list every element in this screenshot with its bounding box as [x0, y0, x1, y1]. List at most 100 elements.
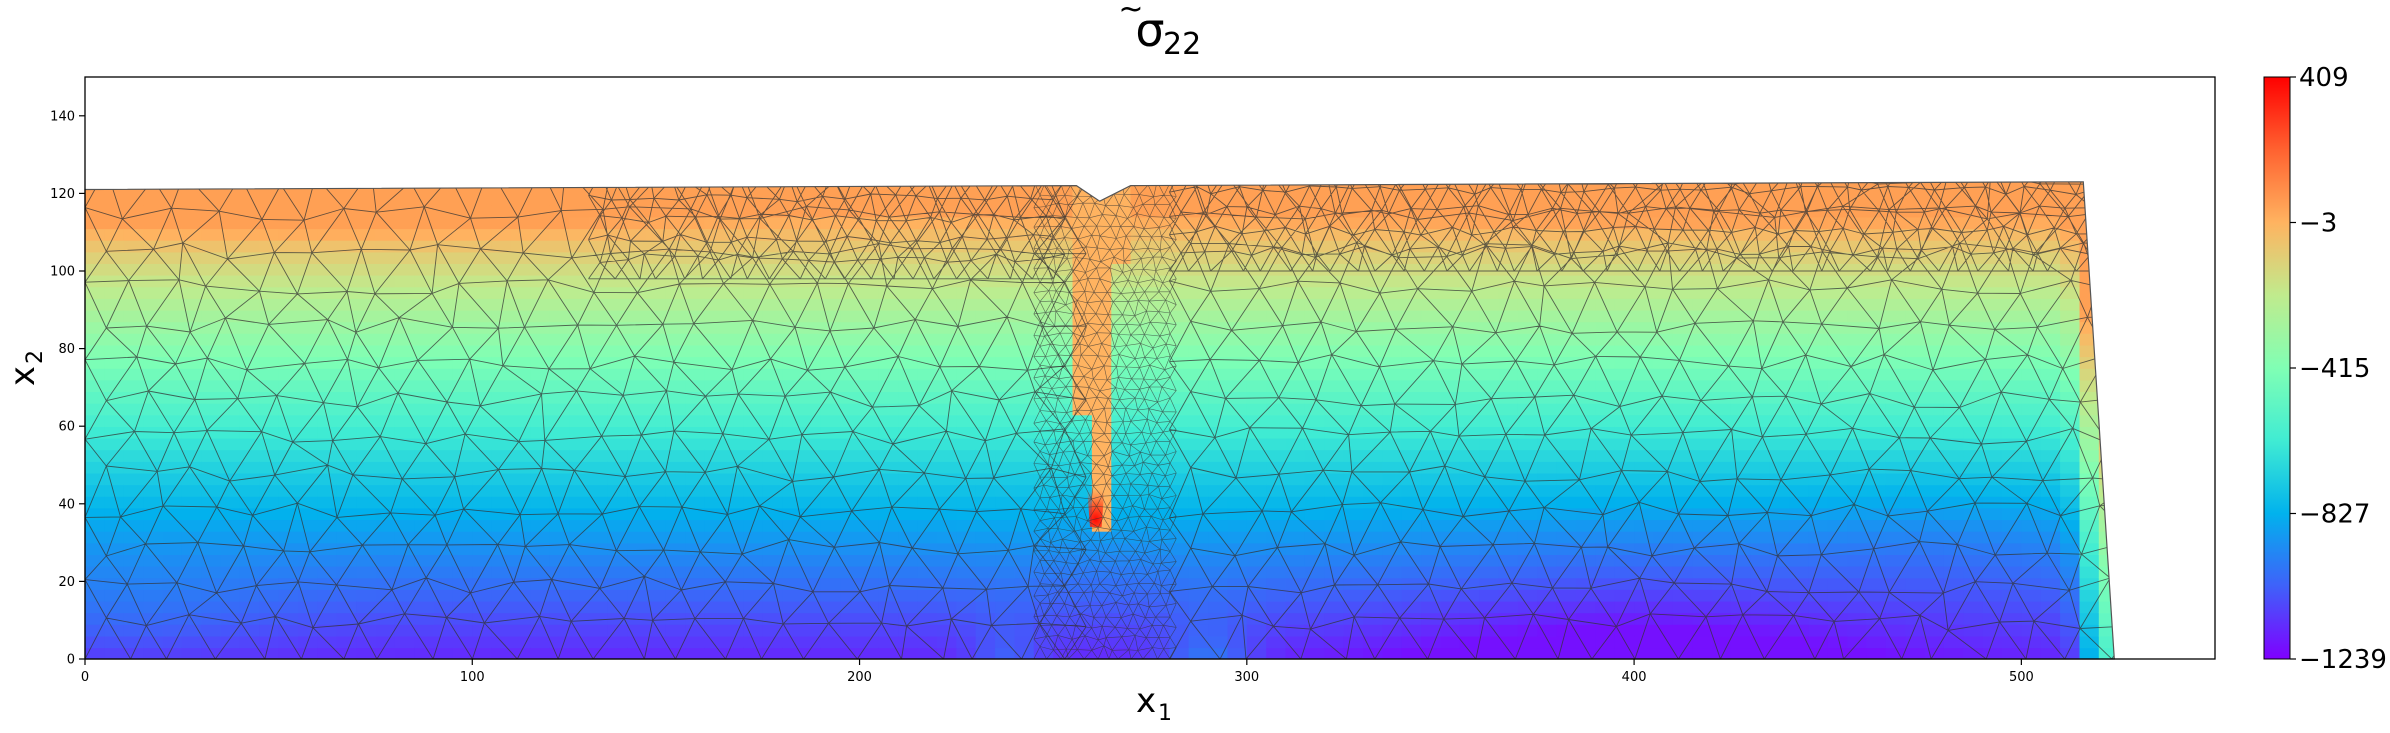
field-cell	[2098, 402, 2115, 416]
field-cell	[1188, 449, 1209, 462]
field-cell	[104, 600, 125, 614]
field-cell	[704, 309, 725, 323]
field-cell	[2118, 531, 2138, 543]
field-cell	[724, 263, 745, 276]
field-cell	[317, 402, 338, 416]
field-cell	[1672, 437, 1693, 451]
field-cell	[801, 531, 822, 544]
field-cell	[1672, 472, 1693, 486]
field-cell	[104, 205, 125, 218]
field-cell	[1227, 519, 1248, 532]
field-cell	[1595, 414, 1616, 427]
field-cell	[782, 554, 803, 567]
field-cell	[859, 379, 880, 392]
field-cell	[1789, 565, 1810, 579]
field-cell	[104, 379, 125, 392]
field-cell	[123, 624, 144, 637]
field-cell	[1227, 298, 1248, 311]
field-cell	[549, 368, 570, 381]
field-cell	[878, 205, 900, 218]
field-cell	[1866, 181, 1887, 183]
field-cell	[1517, 449, 1539, 462]
field-cell	[1169, 321, 1190, 334]
field-cell	[85, 379, 106, 392]
field-cell	[452, 181, 474, 183]
field-cell	[704, 414, 725, 427]
field-cell	[278, 402, 299, 416]
field-cell	[627, 402, 648, 416]
field-cell	[665, 554, 687, 567]
field-cell	[1943, 449, 1965, 462]
field-cell	[1827, 181, 1848, 183]
field-cell	[1595, 554, 1616, 567]
field-cell	[414, 379, 435, 392]
field-cell	[511, 589, 532, 602]
field-cell	[2098, 309, 2115, 323]
field-cell	[414, 321, 435, 334]
field-cell	[1711, 461, 1732, 474]
field-cell	[1363, 379, 1384, 392]
field-cell	[123, 356, 144, 369]
field-cell	[975, 309, 996, 323]
field-cell	[665, 612, 687, 625]
field-cell	[452, 414, 474, 427]
field-cell	[1285, 600, 1306, 614]
x-axis-ticks: 0 100 200 300 400 500	[81, 659, 2034, 685]
field-cell	[917, 228, 938, 241]
field-cell	[569, 519, 590, 532]
field-cell	[1576, 286, 1597, 299]
y-tick-label: 100	[50, 265, 75, 280]
field-cell	[859, 437, 880, 451]
field-cell	[704, 565, 725, 579]
field-cell	[1711, 391, 1732, 404]
field-cell	[1421, 402, 1442, 416]
field-cell	[317, 461, 338, 474]
field-cell	[782, 437, 803, 451]
field-cell	[414, 554, 435, 567]
field-cell	[2118, 252, 2138, 264]
field-cell	[1769, 519, 1790, 532]
field-cell	[1943, 181, 1965, 183]
field-cell	[1304, 565, 1326, 579]
field-cell	[104, 554, 125, 567]
field-cell	[1750, 635, 1771, 649]
field-cell	[1537, 181, 1558, 183]
field-cell	[1343, 577, 1364, 590]
field-cell	[898, 624, 919, 637]
field-cell	[259, 228, 280, 241]
field-cell	[452, 554, 474, 567]
field-cell	[1304, 449, 1326, 462]
field-cell	[820, 565, 841, 579]
field-cell	[1421, 414, 1442, 427]
field-cell	[298, 589, 319, 602]
field-cell	[104, 333, 125, 346]
field-cell	[2021, 565, 2042, 579]
field-cell	[627, 577, 648, 590]
field-cell	[820, 414, 841, 427]
field-cell	[1847, 333, 1868, 346]
field-cell	[181, 565, 202, 579]
field-cell	[1130, 519, 1151, 532]
field-cell	[1421, 391, 1442, 404]
field-cell	[569, 368, 590, 381]
field-cell	[1634, 368, 1655, 381]
colorbar-tick-label: −3	[2299, 209, 2337, 239]
field-cell	[336, 426, 357, 439]
field-cell	[1808, 286, 1829, 299]
field-cell	[1634, 263, 1655, 276]
field-cell	[239, 181, 261, 183]
field-cell	[1556, 519, 1577, 532]
field-cell	[511, 647, 532, 660]
field-cell	[1150, 402, 1171, 416]
field-cell	[336, 379, 357, 392]
field-cell	[859, 554, 880, 567]
field-cell	[1905, 193, 1926, 206]
field-cell	[143, 554, 164, 567]
field-cell	[1343, 274, 1364, 288]
field-cell	[85, 391, 106, 404]
title-subscript: 22	[1163, 27, 1201, 62]
field-cell	[1343, 565, 1364, 579]
field-cell	[1866, 635, 1887, 649]
field-cell	[375, 600, 396, 614]
